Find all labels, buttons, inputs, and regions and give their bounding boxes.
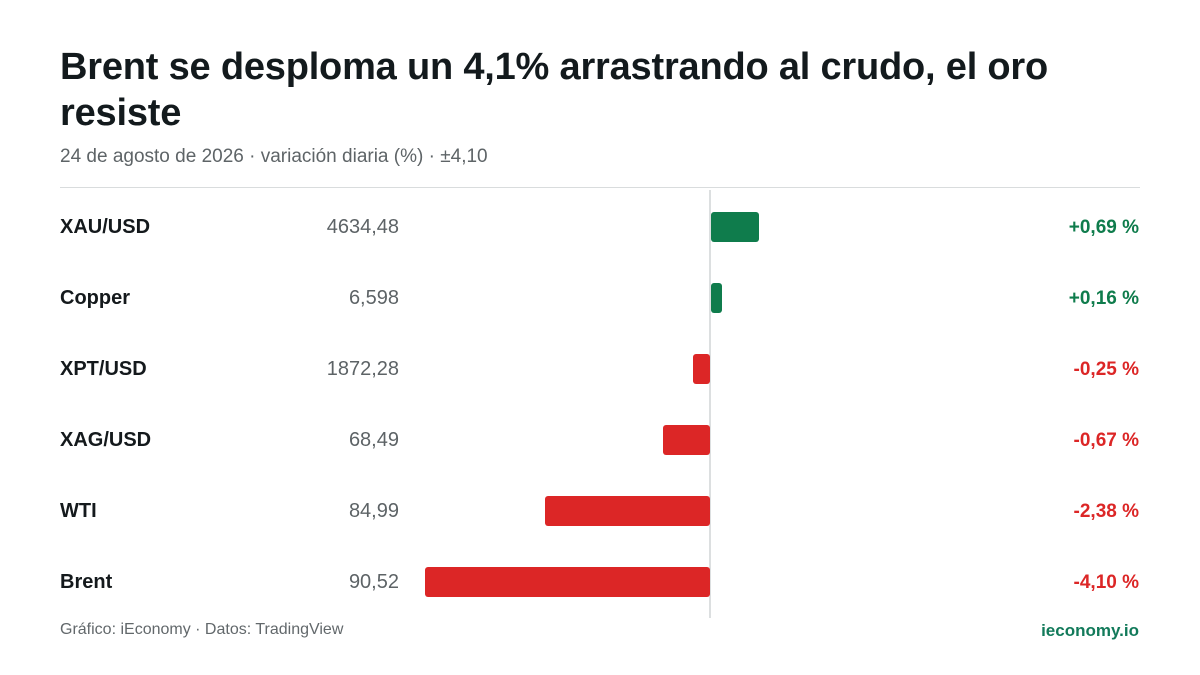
chart-row: Copper 6,598 +0,16 % <box>0 263 1200 334</box>
source-credit: Gráfico: iEconomy · Datos: TradingView <box>60 621 344 638</box>
change-label: -0,25 % <box>1073 359 1139 380</box>
bar <box>544 496 710 526</box>
category-label: XAG/USD <box>60 429 152 451</box>
chart-row: WTI 84,99 -2,38 % <box>0 476 1200 547</box>
site-link[interactable]: ieconomy.io <box>1041 621 1139 640</box>
bar <box>692 354 710 384</box>
bar <box>711 212 759 242</box>
category-label: Copper <box>60 287 130 309</box>
chart-row: XAU/USD 4634,48 +0,69 % <box>0 192 1200 263</box>
header-divider <box>60 187 1140 188</box>
change-label: -2,38 % <box>1073 501 1139 522</box>
chart-row: XAG/USD 68,49 -0,67 % <box>0 405 1200 476</box>
category-label: XPT/USD <box>60 358 147 380</box>
zero-axis-line <box>709 190 711 618</box>
price-label: 68,49 <box>348 429 399 451</box>
change-label: +0,16 % <box>1068 288 1139 309</box>
chart-row: XPT/USD 1872,28 -0,25 % <box>0 334 1200 405</box>
price-label: 4634,48 <box>326 216 399 238</box>
chart-title: Brent se desploma un 4,1% arrastrando al… <box>60 46 1049 134</box>
price-label: 1872,28 <box>326 358 399 380</box>
category-label: WTI <box>60 500 97 522</box>
change-label: +0,69 % <box>1068 217 1139 238</box>
chart-row: Brent 90,52 -4,10 % <box>0 547 1200 618</box>
bar-rows: XAU/USD 4634,48 +0,69 % Copper 6,598 +0,16 % X… <box>0 192 1200 618</box>
bar <box>425 567 710 597</box>
change-label: -4,10 % <box>1073 572 1139 593</box>
category-label: XAU/USD <box>60 216 151 238</box>
price-label: 90,52 <box>348 571 399 593</box>
change-label: -0,67 % <box>1073 430 1139 451</box>
price-label: 6,598 <box>348 287 399 309</box>
chart-subtitle: 24 de agosto de 2026 · variación diaria … <box>60 146 488 167</box>
category-label: Brent <box>60 571 113 593</box>
bar <box>663 425 710 455</box>
bar <box>711 283 723 313</box>
price-label: 84,99 <box>348 500 399 522</box>
